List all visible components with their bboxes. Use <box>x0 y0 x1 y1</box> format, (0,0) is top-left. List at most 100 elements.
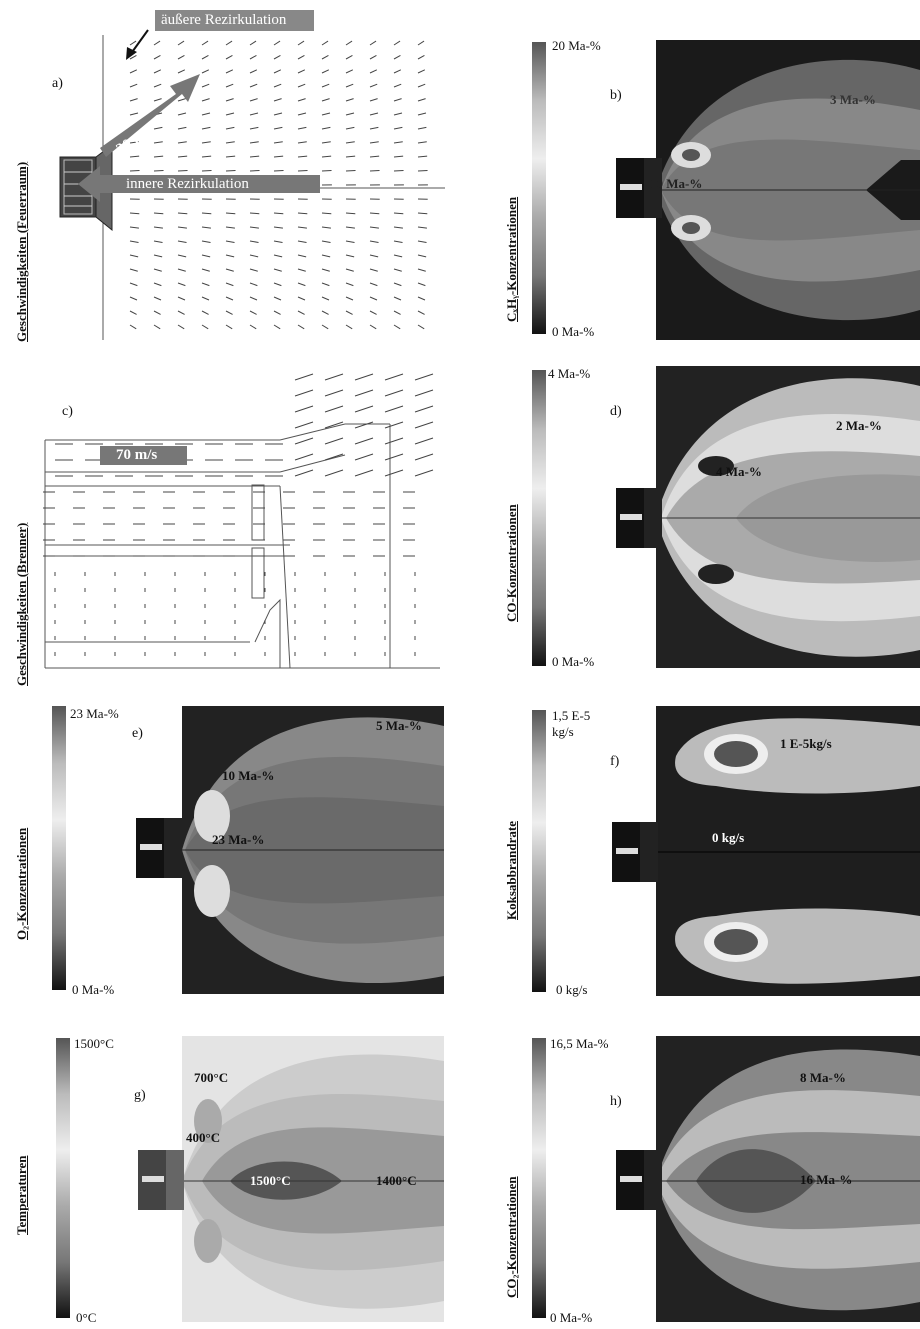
velocity-vector <box>153 69 162 74</box>
velocity-vector <box>201 98 210 102</box>
velocity-vector <box>393 98 402 102</box>
velocity-vector <box>369 40 377 46</box>
annotation-h-1: 8 Ma-% <box>800 1070 846 1085</box>
velocity-vector <box>249 240 259 243</box>
velocity-vector <box>201 310 209 315</box>
velocity-vector <box>354 373 374 381</box>
scale-max-b: 20 Ma-% <box>552 38 601 53</box>
velocity-vector <box>414 373 434 381</box>
annotation-h-2: 16 Ma-% <box>800 1172 853 1187</box>
velocity-vector <box>177 55 185 60</box>
velocity-vector <box>297 282 306 287</box>
velocity-label-c: 70 m/s <box>100 446 188 465</box>
velocity-vector <box>321 126 331 130</box>
velocity-vector <box>345 141 355 144</box>
contour-plot-g <box>182 1036 444 1322</box>
annotation-f-1: 1 E-5kg/s <box>780 736 832 751</box>
velocity-vector <box>369 69 378 74</box>
velocity-vector <box>129 155 140 158</box>
annotation-g-2: 400°C <box>186 1130 221 1145</box>
annotation-b-1: 3 Ma-% <box>830 92 876 107</box>
velocity-vector <box>393 141 403 144</box>
velocity-vector <box>345 310 353 315</box>
colorbar-d <box>532 370 546 666</box>
velocity-vector <box>354 453 374 461</box>
velocity-vector <box>324 469 344 477</box>
velocity-vector <box>177 212 188 215</box>
velocity-vector <box>177 40 185 46</box>
scale-min-d: 0 Ma-% <box>552 654 595 669</box>
velocity-vector <box>297 254 307 258</box>
velocity-vector <box>129 310 137 315</box>
velocity-vector <box>297 268 306 272</box>
velocity-vector <box>321 112 331 116</box>
velocity-vector <box>384 421 404 429</box>
velocity-vector <box>369 282 378 287</box>
velocity-vector <box>369 126 379 130</box>
axis-label-g: Temperaturen <box>14 1155 29 1235</box>
velocity-vector <box>225 98 234 102</box>
burner-icon <box>616 1150 662 1210</box>
velocity-vector <box>324 405 344 413</box>
velocity-vector <box>297 226 307 229</box>
velocity-vector <box>249 112 259 116</box>
velocity-vector <box>249 324 257 330</box>
velocity-vector <box>417 310 425 315</box>
velocity-vector <box>225 155 236 158</box>
velocity-vector <box>345 112 355 116</box>
velocity-vector <box>225 141 235 144</box>
vector-field-c <box>43 373 440 669</box>
panel-h: CO₂-Konzentrationen 16,5 Ma-% 0 Ma-% h) … <box>460 1030 920 1329</box>
panel-letter-c: c) <box>62 404 73 419</box>
velocity-vector <box>225 212 236 215</box>
velocity-vector <box>369 83 378 88</box>
velocity-vector <box>417 141 427 144</box>
velocity-vector <box>354 469 374 477</box>
velocity-vector <box>417 282 426 287</box>
velocity-vector <box>225 310 233 315</box>
velocity-vector <box>177 69 186 74</box>
velocity-vector <box>249 296 258 301</box>
annotation-d-2: 4 Ma-% <box>716 464 762 479</box>
velocity-vector <box>249 141 259 144</box>
velocity-vector <box>201 69 210 74</box>
velocity-vector <box>384 469 404 477</box>
panel-letter-h: h) <box>610 1094 622 1109</box>
velocity-vector <box>249 254 259 258</box>
velocity-vector <box>324 437 344 445</box>
velocity-vector <box>345 282 354 287</box>
velocity-vector <box>177 240 187 243</box>
velocity-vector <box>201 324 209 330</box>
velocity-vector <box>369 240 379 243</box>
velocity-vector <box>414 453 434 461</box>
panel-e: O₂-Konzentrationen 23 Ma-% 0 Ma-% e) 5 M… <box>0 700 450 1000</box>
velocity-vector <box>153 212 164 215</box>
velocity-vector <box>201 226 211 229</box>
velocity-vector <box>417 254 427 258</box>
velocity-vector <box>249 98 258 102</box>
velocity-vector <box>354 389 374 397</box>
velocity-vector <box>201 112 211 116</box>
annotation-d-1: 2 Ma-% <box>836 418 882 433</box>
velocity-vector <box>273 310 281 315</box>
velocity-vector <box>321 83 330 88</box>
velocity-vector <box>153 155 164 158</box>
scale-max-f-2: kg/s <box>552 724 574 739</box>
velocity-vector <box>345 268 354 272</box>
velocity-vector <box>393 324 401 330</box>
velocity-vector <box>177 141 187 144</box>
velocity-vector <box>297 40 305 46</box>
axis-label-h: CO₂-Konzentrationen <box>504 1176 519 1298</box>
velocity-vector <box>201 141 211 144</box>
contour-plot-h <box>656 1036 920 1322</box>
velocity-vector <box>297 324 305 330</box>
velocity-vector <box>273 112 283 116</box>
velocity-vector <box>129 69 138 74</box>
velocity-vector <box>225 254 235 258</box>
axis-label-b: CₓHᵧ-Konzentrationen <box>504 196 519 322</box>
velocity-vector <box>321 296 330 301</box>
velocity-vector <box>294 421 314 429</box>
velocity-vector <box>369 296 378 301</box>
velocity-vector <box>393 126 403 130</box>
velocity-vector <box>273 226 283 229</box>
